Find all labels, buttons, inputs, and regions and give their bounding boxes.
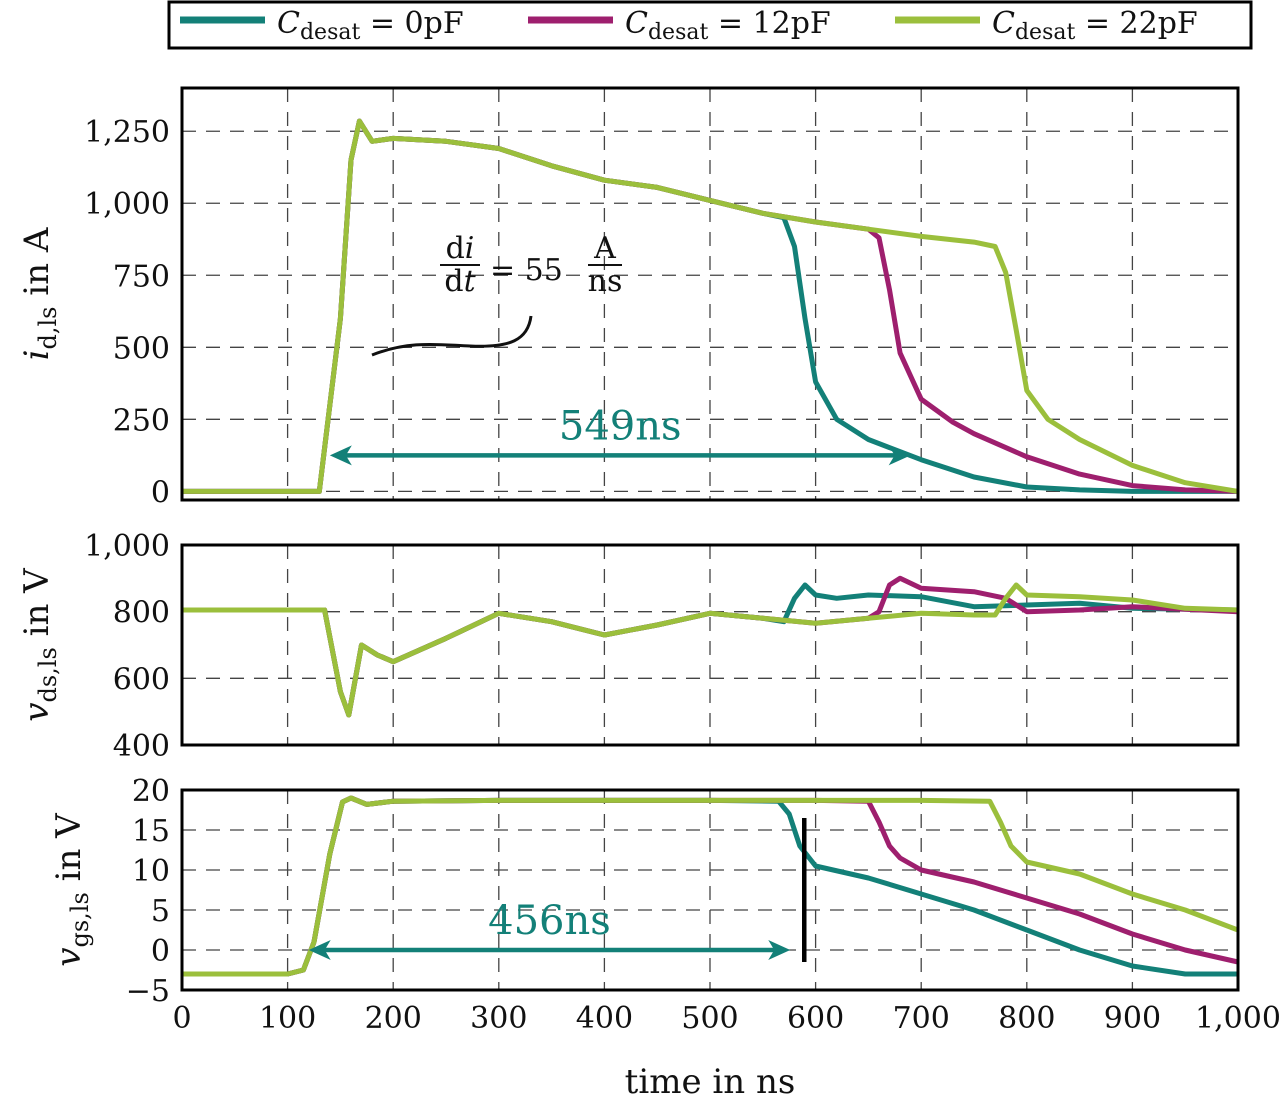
x-tick-labels: 0 100 200 300 400 500 600 700 800 900 1,000 <box>172 1001 1280 1036</box>
arrow-head-right-icon <box>888 445 911 466</box>
y-axis-label: vds,ls in V <box>17 567 62 722</box>
x-tick-label: 700 <box>893 1001 950 1036</box>
legend: Cdesat = 0pF Cdesat = 12pF Cdesat = 22pF <box>167 0 1253 50</box>
slope-fraction-numerator: di <box>446 231 475 266</box>
y-tick-label: 20 <box>132 774 170 809</box>
arrow-head-left-icon <box>308 940 331 960</box>
y-tick-label: 400 <box>113 729 170 764</box>
y-tick-label: 750 <box>113 259 170 294</box>
series-line-22pf <box>182 582 1238 718</box>
y-axis-label: id,ls in A <box>17 227 62 360</box>
y-tick-label: 1,000 <box>84 529 170 564</box>
duration-label: 456ns <box>488 898 611 944</box>
x-tick-label: 1,000 <box>1195 1001 1280 1036</box>
legend-entry: Cdesat = 22pF <box>895 6 1198 45</box>
x-tick-label: 400 <box>576 1001 633 1036</box>
legend-box <box>167 0 1253 50</box>
y-tick-label: 0 <box>151 934 170 969</box>
slope-unit-denominator: ns <box>588 264 623 299</box>
arrow-head-left-icon <box>329 445 352 466</box>
x-tick-label: 600 <box>787 1001 844 1036</box>
series-line-22pf <box>182 795 1238 977</box>
x-tick-label: 100 <box>259 1001 316 1036</box>
series-line-22pf <box>182 118 1238 494</box>
y-tick-label: 1,250 <box>84 115 170 150</box>
duration-label: 549ns <box>559 403 682 449</box>
legend-label: Cdesat = 22pF <box>992 6 1198 45</box>
x-tick-label: 300 <box>470 1001 527 1036</box>
y-tick-label: 250 <box>113 403 170 438</box>
legend-label: Cdesat = 12pF <box>625 6 831 45</box>
y-tick-label: 0 <box>151 475 170 510</box>
x-tick-label: 500 <box>681 1001 738 1036</box>
legend-entry: Cdesat = 0pF <box>180 6 464 45</box>
y-tick-label: 1,000 <box>84 187 170 222</box>
panel-gate-source-voltage: −5 0 5 10 15 20 vgs,ls in V 456ns <box>49 774 1240 1009</box>
y-tick-label: 15 <box>132 814 170 849</box>
x-tick-label: 0 <box>172 1001 191 1036</box>
panel-drain-source-voltage: 400 600 800 1,000 vds,ls in V <box>17 529 1240 764</box>
y-tick-label: 5 <box>151 894 170 929</box>
y-tick-label: 800 <box>113 596 170 631</box>
slope-fraction-denominator: dt <box>444 264 476 299</box>
x-tick-label: 800 <box>998 1001 1055 1036</box>
y-tick-label: 500 <box>113 331 170 366</box>
legend-entry: Cdesat = 12pF <box>528 6 831 45</box>
slope-pointer-curve <box>371 315 533 357</box>
series-group <box>182 118 1238 494</box>
series-group <box>182 795 1238 977</box>
legend-label: Cdesat = 0pF <box>277 6 464 45</box>
y-axis-label: vgs,ls in V <box>49 812 94 967</box>
plot-frame <box>180 543 1240 747</box>
slope-value: = 55 <box>490 253 563 288</box>
x-tick-label: 200 <box>365 1001 422 1036</box>
plot-frame <box>180 788 1240 992</box>
slope-unit-numerator: A <box>593 231 616 266</box>
x-axis-label: time in ns <box>625 1062 796 1098</box>
y-tick-label: 10 <box>132 854 170 889</box>
annotations: 456ns <box>308 818 807 962</box>
series-group <box>182 575 1238 718</box>
y-tick-label: 600 <box>113 662 170 697</box>
grid <box>182 790 1238 990</box>
grid <box>182 88 1238 500</box>
x-tick-label: 900 <box>1104 1001 1161 1036</box>
y-tick-label: −5 <box>126 974 170 1009</box>
plot-frame <box>180 86 1240 502</box>
arrow-head-right-icon <box>768 940 791 960</box>
grid <box>182 545 1238 745</box>
